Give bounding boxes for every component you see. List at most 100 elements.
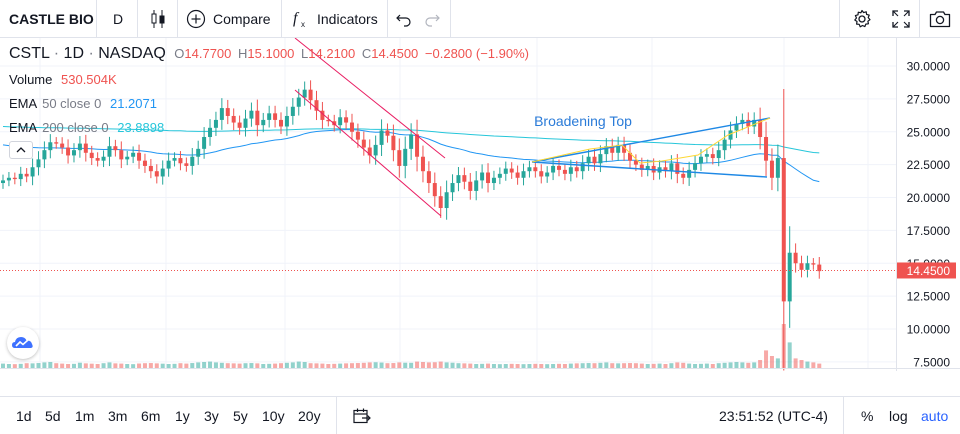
range-button-5y[interactable]: 5y xyxy=(233,407,248,424)
volume-bar xyxy=(397,362,402,368)
legend-volume-row[interactable]: Volume 530.504K xyxy=(9,72,117,87)
plus-circle-icon xyxy=(186,9,206,29)
ema50-params: 50 close 0 xyxy=(42,96,102,111)
volume-bar xyxy=(681,362,686,368)
volume-label: Volume xyxy=(9,72,53,87)
volume-bar xyxy=(308,363,313,368)
candle-body xyxy=(361,139,366,148)
candle-body xyxy=(225,108,230,116)
volume-bar xyxy=(196,362,201,368)
settings-button[interactable] xyxy=(852,0,872,38)
candle-body xyxy=(255,110,260,126)
volume-bar xyxy=(349,363,354,368)
candle-body xyxy=(18,173,23,180)
volume-bar xyxy=(716,363,721,368)
volume-bar xyxy=(178,363,183,368)
legend-ema200-row[interactable]: EMA 200 close 0 23.8898 xyxy=(9,120,164,135)
candle-body xyxy=(497,173,502,178)
range-button-10y[interactable]: 10y xyxy=(262,407,285,424)
volume-bar xyxy=(107,362,112,368)
range-button-3y[interactable]: 3y xyxy=(204,407,219,424)
broadening-top-upper-line[interactable] xyxy=(531,117,771,163)
volume-bar xyxy=(166,364,171,368)
tradingview-logo[interactable] xyxy=(7,327,39,359)
auto-toggle[interactable]: auto xyxy=(921,407,949,424)
toolbar-divider xyxy=(177,0,178,38)
candle-body xyxy=(71,150,76,156)
undo-button[interactable] xyxy=(396,0,412,38)
volume-bar xyxy=(142,363,147,368)
range-button-6m[interactable]: 6m xyxy=(141,407,161,424)
volume-bar xyxy=(208,361,213,368)
channel-line-upper[interactable] xyxy=(294,37,446,159)
candle-body xyxy=(403,148,408,166)
candle-body xyxy=(391,135,396,151)
range-button-1d[interactable]: 1d xyxy=(16,407,32,424)
range-button-1y[interactable]: 1y xyxy=(175,407,190,424)
volume-bar xyxy=(586,363,591,368)
legend-ticker[interactable]: CSTL xyxy=(9,45,50,62)
ohlc-close-value: 14.4500 xyxy=(371,46,419,61)
ema200-value: 23.8898 xyxy=(117,120,165,135)
volume-bar xyxy=(219,362,224,368)
volume-bar xyxy=(580,363,585,368)
candle-body xyxy=(261,119,266,126)
broadening-top-zigzag[interactable] xyxy=(531,117,771,164)
volume-bar xyxy=(119,363,124,368)
candle-body xyxy=(154,171,159,177)
candle-body xyxy=(764,137,769,161)
candle-body xyxy=(503,168,508,174)
candle-body xyxy=(693,163,698,170)
toolbar-divider xyxy=(137,0,138,38)
volume-bar xyxy=(799,360,804,368)
legend-collapse-button[interactable] xyxy=(9,141,33,159)
volume-bar xyxy=(710,364,715,368)
symbol-search-button[interactable]: CASTLE BIO xyxy=(9,11,94,27)
gear-icon xyxy=(854,9,871,28)
volume-bar xyxy=(574,363,579,368)
broadening-top-lower-line[interactable] xyxy=(531,161,768,178)
volume-bar xyxy=(539,364,544,368)
volume-bar xyxy=(361,362,366,368)
range-button-3m[interactable]: 3m xyxy=(108,407,128,424)
price-axis-label: 12.5000 xyxy=(907,290,951,304)
chart-style-button[interactable] xyxy=(150,0,166,38)
log-toggle[interactable]: log xyxy=(889,407,908,424)
candle-body xyxy=(302,89,307,98)
candle-body xyxy=(338,117,343,126)
range-button-20y[interactable]: 20y xyxy=(298,407,321,424)
candle-body xyxy=(456,175,461,184)
ohlc-high-label: H xyxy=(238,46,248,61)
ohlc-open-label: O xyxy=(174,46,185,61)
snapshot-button[interactable] xyxy=(929,0,951,38)
volume-bar xyxy=(515,364,520,368)
interval-button[interactable]: D xyxy=(113,11,124,27)
redo-button[interactable] xyxy=(424,0,440,38)
camera-icon xyxy=(929,11,951,28)
candle-body xyxy=(716,150,721,159)
compare-button[interactable]: Compare xyxy=(186,0,271,38)
candle-body xyxy=(793,252,798,264)
volume-bar xyxy=(486,363,491,368)
volume-bar xyxy=(450,362,455,368)
candle-body xyxy=(95,158,100,161)
candle-body xyxy=(710,154,715,159)
fullscreen-button[interactable] xyxy=(892,0,910,38)
volume-bar xyxy=(66,364,71,368)
channel-line-lower[interactable] xyxy=(294,89,442,217)
percent-toggle[interactable]: % xyxy=(861,407,874,424)
clock-timezone[interactable]: 23:51:52 (UTC-4) xyxy=(719,407,828,424)
volume-bar xyxy=(190,363,195,368)
candle-body xyxy=(308,89,313,101)
goto-date-button[interactable] xyxy=(353,397,371,434)
range-button-1m[interactable]: 1m xyxy=(75,407,95,424)
volume-bar xyxy=(284,362,289,368)
candle-body xyxy=(202,137,207,149)
range-button-5d[interactable]: 5d xyxy=(45,407,61,424)
ohlc-change: −0.2800 (−1.90%) xyxy=(424,46,529,61)
chart-pane[interactable]: Broadening Top 30.0000 27.5000 25.0000 22.50… xyxy=(0,37,960,388)
indicators-button[interactable]: f x Indicators xyxy=(292,0,378,38)
price-chart[interactable]: Broadening Top 30.0000 27.5000 25.0000 22.50… xyxy=(0,37,960,388)
volume-bar xyxy=(160,363,165,368)
legend-ema50-row[interactable]: EMA 50 close 0 21.2071 xyxy=(9,96,157,111)
